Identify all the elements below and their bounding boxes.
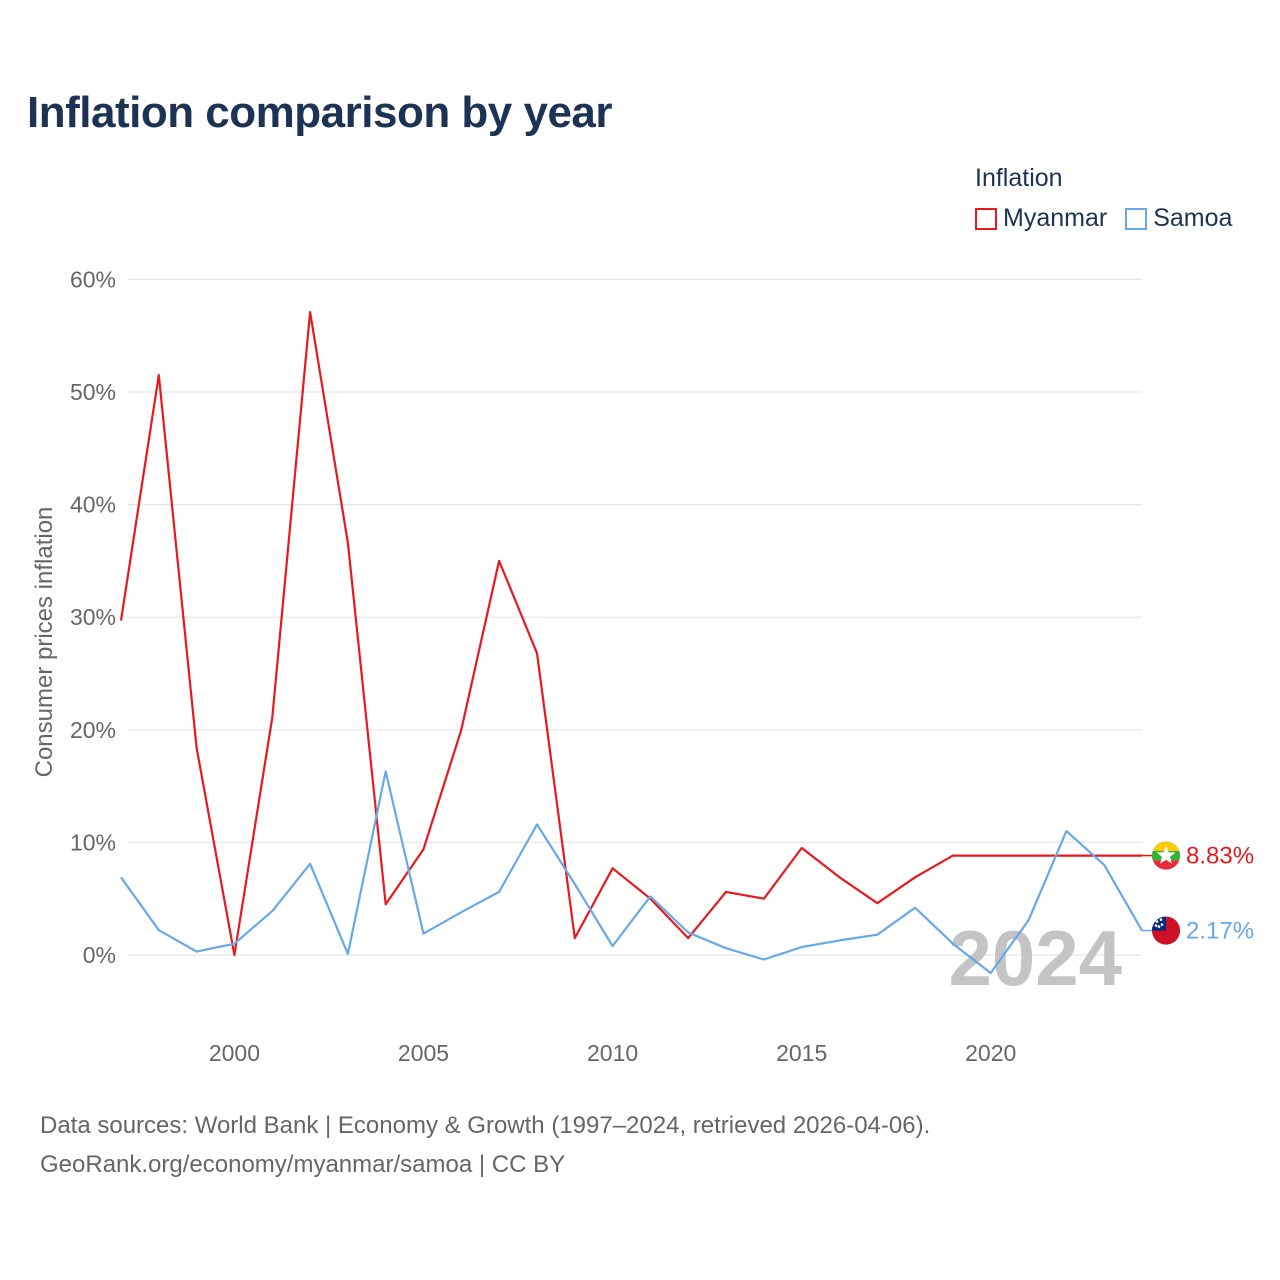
series-line-samoa[interactable] <box>120 770 1143 975</box>
data-point-myanmar[interactable] <box>194 745 199 750</box>
y-axis-label: Consumer prices inflation <box>31 507 58 778</box>
legend-item-myanmar[interactable]: Myanmar <box>975 204 1107 233</box>
data-point-samoa[interactable] <box>308 861 313 866</box>
data-point-samoa[interactable] <box>497 889 502 894</box>
data-point-samoa[interactable] <box>194 949 199 954</box>
data-point-samoa[interactable] <box>270 909 275 914</box>
data-point-myanmar[interactable] <box>232 953 237 958</box>
series-line-myanmar[interactable] <box>119 311 1142 957</box>
data-point-samoa[interactable] <box>345 951 350 956</box>
data-point-myanmar[interactable] <box>270 715 275 720</box>
data-point-myanmar[interactable] <box>572 936 577 941</box>
y-tick-label: 60% <box>70 266 116 292</box>
data-point-samoa[interactable] <box>724 946 729 951</box>
data-point-myanmar[interactable] <box>913 875 918 880</box>
data-point-myanmar[interactable] <box>875 901 880 906</box>
data-point-samoa[interactable] <box>648 894 653 899</box>
legend-item-samoa[interactable]: Samoa <box>1125 204 1232 233</box>
data-point-myanmar[interactable] <box>799 846 804 851</box>
data-point-samoa[interactable] <box>421 931 426 936</box>
data-point-samoa[interactable] <box>119 875 124 880</box>
y-tick-label: 10% <box>70 829 116 855</box>
data-point-myanmar[interactable] <box>383 902 388 907</box>
data-point-samoa[interactable] <box>799 945 804 950</box>
data-point-samoa[interactable] <box>459 910 464 915</box>
data-point-samoa[interactable] <box>1102 862 1107 867</box>
x-tick-label: 2005 <box>398 1040 449 1066</box>
data-point-samoa[interactable] <box>913 905 918 910</box>
data-point-myanmar[interactable] <box>459 727 464 732</box>
data-point-myanmar[interactable] <box>119 618 124 623</box>
data-point-samoa[interactable] <box>761 957 766 962</box>
y-tick-label: 40% <box>70 492 116 518</box>
myanmar-flag-icon <box>1151 841 1181 871</box>
data-point-myanmar[interactable] <box>156 373 161 378</box>
legend-swatch-samoa <box>1125 207 1148 230</box>
data-point-samoa[interactable] <box>1026 918 1031 923</box>
data-point-myanmar[interactable] <box>724 889 729 894</box>
x-tick-label: 2015 <box>776 1040 827 1066</box>
data-point-samoa[interactable] <box>837 938 842 943</box>
data-point-samoa[interactable] <box>572 882 577 887</box>
data-point-samoa[interactable] <box>686 930 691 935</box>
data-point-samoa[interactable] <box>383 769 388 774</box>
legend-swatch-myanmar <box>975 207 997 230</box>
y-tick-label: 20% <box>70 717 116 743</box>
data-point-myanmar[interactable] <box>497 558 502 563</box>
end-label-myanmar: 8.83% <box>1186 843 1254 870</box>
data-point-myanmar[interactable] <box>345 540 350 545</box>
year-watermark: 2024 <box>948 914 1122 1002</box>
legend-title: Inflation <box>975 164 1063 192</box>
data-point-samoa[interactable] <box>875 932 880 937</box>
y-tick-label: 30% <box>70 604 116 630</box>
x-axis-ticks: 2000 2005 2010 2015 2020 <box>209 1040 1016 1066</box>
data-point-myanmar[interactable] <box>610 866 615 871</box>
data-point-myanmar[interactable] <box>950 853 955 858</box>
y-tick-label: 0% <box>83 942 116 968</box>
data-point-samoa[interactable] <box>610 943 615 948</box>
data-point-myanmar[interactable] <box>761 896 766 901</box>
samoa-flag-icon <box>1151 916 1181 946</box>
data-point-samoa[interactable] <box>1064 829 1069 834</box>
page-title: Inflation comparison by year <box>27 88 613 137</box>
series-lines <box>119 310 1143 976</box>
end-label-samoa: 2.17% <box>1186 918 1254 945</box>
data-point-myanmar[interactable] <box>534 651 539 656</box>
data-point-samoa[interactable] <box>156 928 161 933</box>
footer: Data sources: World Bank | Economy & Gro… <box>40 1106 930 1184</box>
data-point-myanmar[interactable] <box>308 310 313 315</box>
data-point-samoa[interactable] <box>988 971 993 976</box>
x-tick-label: 2020 <box>965 1040 1016 1066</box>
data-point-myanmar[interactable] <box>837 875 842 880</box>
legend-label-samoa: Samoa <box>1153 204 1233 232</box>
grid-lines <box>128 278 1142 956</box>
y-axis-ticks: 0% 10% 20% 30% 40% 50% 60% <box>70 266 116 968</box>
data-point-myanmar[interactable] <box>686 936 691 941</box>
data-point-myanmar[interactable] <box>421 847 426 852</box>
legend-label-myanmar: Myanmar <box>1003 204 1108 232</box>
series-end-labels: 8.83% 2.17% <box>1142 841 1254 946</box>
source-link[interactable]: GeoRank.org/economy/myanmar/samoa | CC B… <box>40 1151 566 1178</box>
source-note: Data sources: World Bank | Economy & Gro… <box>40 1112 931 1139</box>
x-tick-label: 2010 <box>587 1040 638 1066</box>
data-point-samoa[interactable] <box>232 941 237 946</box>
legend: Inflation Myanmar Samoa <box>975 162 1232 233</box>
y-tick-label: 50% <box>70 379 116 405</box>
data-point-samoa[interactable] <box>534 822 539 827</box>
data-point-samoa[interactable] <box>950 941 955 946</box>
line-chart: 0% 10% 20% 30% 40% 50% 60% 2000 2005 2010 2015 202… <box>31 266 1254 1066</box>
x-tick-label: 2000 <box>209 1040 260 1066</box>
